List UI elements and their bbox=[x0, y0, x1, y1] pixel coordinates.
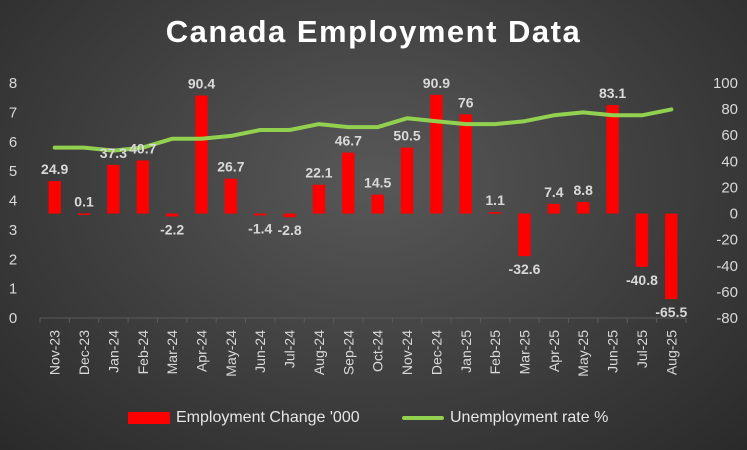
y-left-tick-label: 5 bbox=[9, 163, 17, 180]
x-tick-label: Oct-24 bbox=[370, 330, 386, 372]
bar-data-label: 26.7 bbox=[217, 159, 244, 175]
bar-data-label: -32.6 bbox=[509, 261, 541, 277]
bar-data-label: 83.1 bbox=[599, 85, 626, 101]
legend-label-unemployment: Unemployment rate % bbox=[450, 409, 609, 426]
bar bbox=[518, 213, 531, 257]
bar-data-label: 0.1 bbox=[74, 193, 94, 209]
bar bbox=[48, 181, 61, 214]
y-right-tick-label: 80 bbox=[721, 101, 738, 118]
y-right-tick-label: 60 bbox=[721, 127, 738, 144]
line-series-unemployment bbox=[52, 107, 674, 153]
bar-data-label: 7.4 bbox=[544, 184, 564, 200]
x-tick-label: Apr-24 bbox=[194, 330, 210, 372]
bar-data-label: 37.3 bbox=[100, 145, 127, 161]
bar bbox=[488, 212, 502, 214]
legend-swatch-line bbox=[402, 416, 444, 420]
x-tick-label: Jan-25 bbox=[458, 330, 474, 373]
x-tick-label: Mar-25 bbox=[517, 330, 533, 375]
bar-data-label: -40.8 bbox=[626, 272, 658, 288]
bar bbox=[342, 152, 355, 214]
bar-data-label: -2.2 bbox=[160, 221, 184, 237]
x-tick-label: Jun-24 bbox=[252, 330, 268, 373]
x-tick-label: Jul-25 bbox=[634, 330, 650, 368]
bar bbox=[195, 95, 208, 214]
y-right-tick-label: 100 bbox=[713, 75, 738, 92]
x-tick-label: Aug-25 bbox=[663, 330, 679, 375]
legend-item-unemployment: Unemployment rate % bbox=[402, 403, 608, 433]
bar bbox=[136, 160, 149, 214]
x-tick-label: Jun-25 bbox=[605, 330, 621, 373]
y-left-tick-label: 8 bbox=[9, 75, 17, 92]
legend: Employment Change '000 Unemployment rate… bbox=[0, 403, 747, 433]
x-tick-label: Jan-24 bbox=[105, 330, 121, 373]
bar bbox=[547, 203, 561, 214]
bar bbox=[459, 114, 472, 214]
bar bbox=[312, 184, 326, 214]
bar bbox=[224, 178, 238, 214]
bar bbox=[400, 147, 414, 214]
bar-data-label: 8.8 bbox=[573, 182, 593, 198]
y-left-tick-label: 3 bbox=[9, 222, 17, 239]
y-right-tick-label: 40 bbox=[721, 153, 738, 170]
x-tick-label: May-25 bbox=[575, 330, 591, 377]
y-left-tick-label: 2 bbox=[9, 251, 17, 268]
legend-item-employment: Employment Change '000 bbox=[128, 403, 360, 433]
legend-swatch-bar bbox=[128, 412, 170, 424]
bar bbox=[254, 213, 267, 216]
bar bbox=[635, 213, 649, 267]
x-tick-label: May-24 bbox=[223, 330, 239, 377]
y-left-tick-label: 6 bbox=[9, 134, 17, 151]
bar bbox=[371, 194, 384, 214]
legend-label-employment: Employment Change '000 bbox=[176, 409, 360, 426]
x-tick-label: Dec-23 bbox=[76, 330, 92, 375]
bar bbox=[77, 213, 91, 215]
bar-data-label: 76 bbox=[458, 94, 474, 110]
bar-data-label: 46.7 bbox=[335, 133, 362, 149]
x-tick-label: Feb-25 bbox=[487, 330, 503, 375]
bar bbox=[577, 202, 590, 214]
x-tick-label: Jul-24 bbox=[282, 330, 298, 368]
chart-title: Canada Employment Data bbox=[165, 14, 582, 49]
y-left-tick-label: 7 bbox=[9, 104, 17, 121]
bar-data-label: 90.4 bbox=[188, 76, 215, 92]
plot-area: 0 1 2 3 4 5 6 7 8 -80 -60 -40 -20 0 20 40 60 80 100 24.9 0.1… bbox=[9, 75, 738, 377]
y-right-tick-label: -60 bbox=[716, 284, 738, 301]
bar-data-label: 50.5 bbox=[393, 128, 420, 144]
y-left-tick-label: 4 bbox=[9, 193, 17, 210]
x-tick-label: Feb-24 bbox=[135, 330, 151, 375]
x-tick-label: Mar-24 bbox=[164, 330, 180, 375]
y-left-tick-label: 0 bbox=[9, 310, 17, 327]
bar-data-label: 14.5 bbox=[364, 175, 391, 191]
x-tick-label: Nov-24 bbox=[399, 330, 415, 375]
bar bbox=[665, 213, 678, 300]
bar-data-label: 1.1 bbox=[485, 192, 505, 208]
bar bbox=[430, 94, 443, 214]
bar-data-label: 24.9 bbox=[41, 161, 68, 177]
y-right-tick-label: -20 bbox=[716, 232, 738, 249]
x-tick-label: Aug-24 bbox=[311, 330, 327, 375]
x-tick-label: Dec-24 bbox=[428, 330, 444, 375]
bar-data-label: -1.4 bbox=[248, 220, 272, 236]
bar-data-label: 22.1 bbox=[305, 165, 332, 181]
y-right-tick-label: -40 bbox=[716, 258, 738, 275]
x-tick-label: Nov-23 bbox=[47, 330, 63, 375]
bar bbox=[283, 213, 296, 218]
y-right-tick-label: 20 bbox=[721, 179, 738, 196]
bar-data-label: 90.9 bbox=[423, 75, 450, 91]
bar bbox=[165, 213, 179, 217]
bar bbox=[606, 105, 619, 214]
bar-data-label: 40.7 bbox=[129, 140, 156, 156]
bar bbox=[107, 164, 120, 214]
y-right-tick-label: 0 bbox=[730, 206, 738, 223]
y-right-tick-label: -80 bbox=[716, 310, 738, 327]
x-tick-label: Apr-25 bbox=[546, 330, 562, 372]
bar-data-label: -65.5 bbox=[655, 304, 687, 320]
bar-data-label: -2.8 bbox=[278, 222, 302, 238]
y-left-tick-label: 1 bbox=[9, 281, 17, 298]
x-tick-label: Sep-24 bbox=[340, 330, 356, 375]
